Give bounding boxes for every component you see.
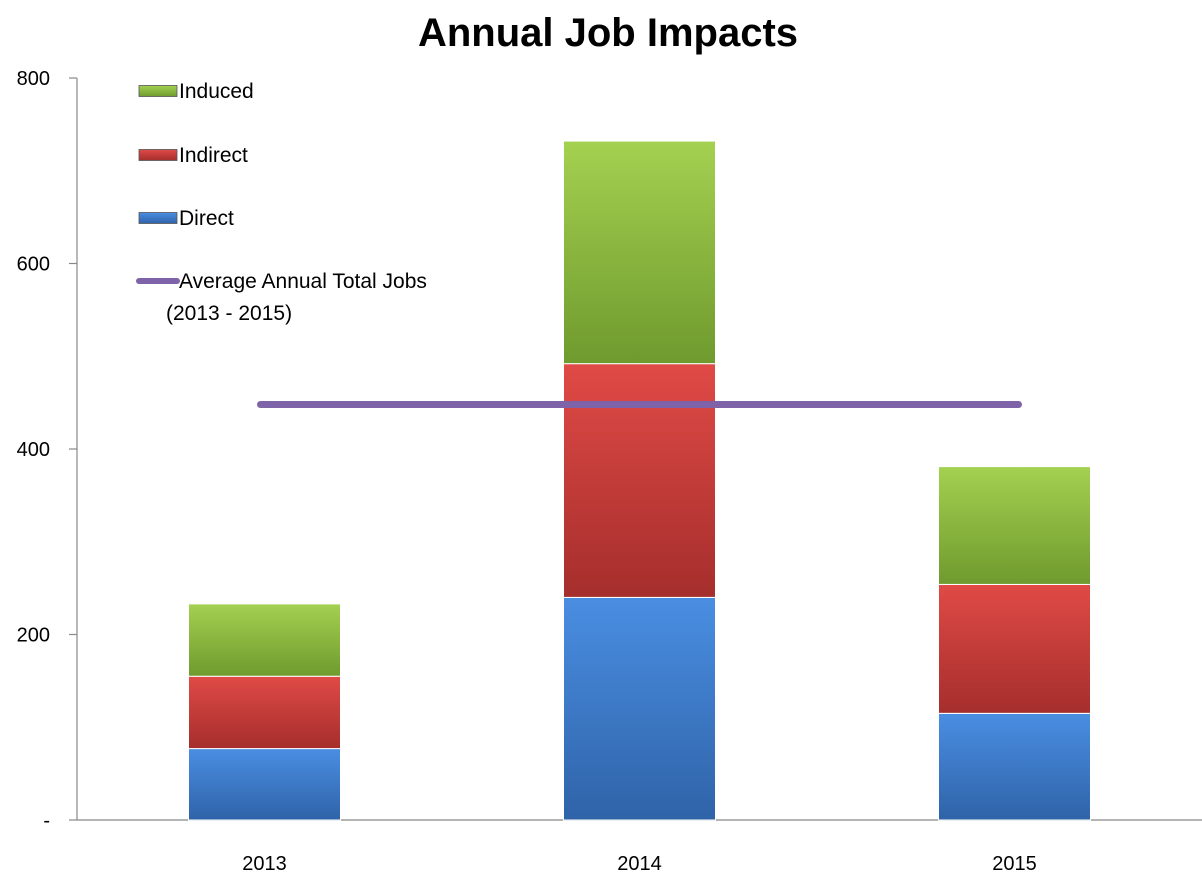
legend-swatch-induced (138, 85, 178, 97)
bar-direct-2014 (563, 596, 716, 821)
legend-label-induced: Induced (179, 80, 254, 103)
y-tick-label: 400 (17, 439, 50, 461)
bar-indirect-2014 (563, 363, 716, 598)
legend-swatch-direct (138, 212, 178, 224)
y-tick-label: 800 (17, 68, 50, 90)
x-tick-label: 2014 (617, 853, 662, 874)
legend: Induced Indirect Direct Average Annual Tota… (136, 80, 427, 325)
x-tick-label: 2013 (242, 853, 287, 874)
y-tick-label: 200 (17, 625, 50, 647)
legend-label-average-line-2: (2013 - 2015) (166, 302, 292, 325)
legend-label-direct: Direct (179, 207, 234, 230)
legend-label-average-line-1: Average Annual Total Jobs (179, 270, 427, 293)
bar-induced-2015 (938, 466, 1091, 585)
x-tick-label: 2015 (992, 853, 1037, 874)
bars (188, 140, 1091, 821)
x-tick-labels: 2013 2014 2015 (242, 853, 1037, 875)
y-tick-label: 600 (17, 254, 50, 276)
bar-direct-2013 (188, 748, 341, 821)
bar-indirect-2013 (188, 675, 341, 750)
bar-direct-2015 (938, 712, 1091, 821)
y-tick-labels: - 200 400 600 800 (17, 68, 50, 832)
bar-indirect-2015 (938, 583, 1091, 714)
bar-induced-2014 (563, 140, 716, 365)
chart-title: Annual Job Impacts (418, 11, 798, 55)
legend-swatch-indirect (138, 149, 178, 161)
y-tick-label: - (43, 810, 50, 832)
legend-label-indirect: Indirect (179, 144, 248, 167)
bar-induced-2013 (188, 603, 341, 677)
